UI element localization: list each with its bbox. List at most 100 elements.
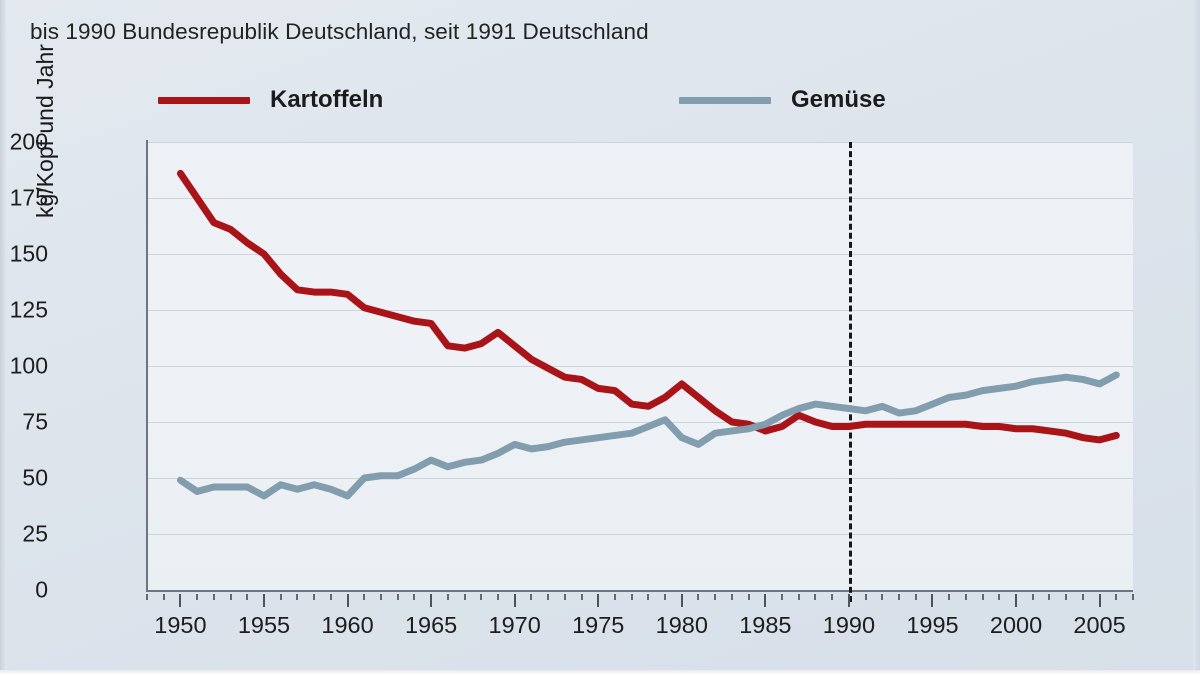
x-axis-minor-tick (229, 594, 232, 600)
y-tick-label: 0 (35, 576, 48, 603)
x-axis-minor-tick (964, 594, 967, 600)
legend-entry-kartoffeln[interactable]: Kartoffeln (158, 86, 383, 114)
x-tick-label: 1965 (404, 612, 458, 638)
x-axis-minor-tick (1065, 594, 1068, 600)
x-tick-label: 1980 (655, 612, 708, 638)
x-axis-major-tick (847, 594, 850, 607)
x-axis-line (147, 590, 1133, 592)
x-axis-major-tick (680, 594, 683, 607)
divider-line-1990 (848, 142, 852, 602)
x-axis-minor-tick (146, 594, 148, 600)
x-axis-major-tick (430, 594, 433, 607)
x-axis-minor-tick (480, 594, 483, 600)
x-axis-minor-tick (998, 594, 1001, 600)
x-axis-minor-tick (313, 594, 316, 600)
x-axis-minor-tick (396, 594, 399, 600)
x-axis-minor-tick (1115, 594, 1118, 600)
x-axis-minor-tick (363, 594, 366, 600)
x-axis-minor-tick (379, 594, 382, 600)
x-tick-label: 1960 (321, 612, 374, 638)
x-axis-minor-tick (296, 594, 299, 600)
x-axis-major-tick (764, 594, 767, 607)
y-tick-label: 25 (22, 520, 48, 547)
page-edge-right (1193, 0, 1200, 675)
legend-label: Kartoffeln (270, 86, 384, 113)
x-axis-major-tick (1098, 594, 1101, 607)
page-edge-bottom (0, 670, 1200, 675)
x-axis-minor-tick (747, 594, 750, 600)
chart-subtitle: bis 1990 Bundesrepublik Deutschland, sei… (30, 19, 649, 44)
x-axis-major-tick (346, 594, 349, 607)
y-tick-label: 100 (9, 352, 48, 379)
x-axis-major-tick (262, 594, 265, 607)
x-axis-minor-tick (329, 594, 332, 600)
x-axis-minor-tick (563, 594, 566, 600)
x-axis-minor-tick (212, 594, 215, 600)
x-axis-major-tick (597, 594, 600, 607)
y-tick-label: 50 (22, 464, 48, 491)
x-axis-minor-tick (463, 594, 466, 600)
y-tick-label: 200 (9, 128, 48, 155)
x-axis-minor-tick (647, 594, 650, 600)
x-axis-minor-tick (981, 594, 984, 600)
x-axis-minor-tick (630, 594, 633, 600)
x-axis-minor-tick (864, 594, 867, 600)
y-tick-label: 75 (22, 408, 48, 435)
gridline (147, 478, 1133, 479)
x-axis-minor-tick (547, 594, 550, 600)
x-axis-minor-tick (714, 594, 717, 600)
legend-label: Gemüse (791, 86, 886, 113)
x-axis-minor-tick (530, 594, 533, 600)
x-axis-minor-tick (831, 594, 834, 600)
y-tick-label: 125 (9, 296, 48, 323)
x-axis-minor-tick (881, 594, 884, 600)
x-axis-minor-tick (162, 594, 165, 600)
plot-area (147, 142, 1133, 590)
x-axis-minor-tick (580, 594, 583, 600)
y-axis-line (146, 140, 148, 592)
x-axis-minor-tick (196, 594, 199, 600)
x-tick-label: 1955 (237, 612, 291, 638)
line-swatch-icon (679, 96, 771, 104)
x-tick-label: 1970 (488, 612, 541, 638)
x-axis-minor-tick (413, 594, 416, 600)
x-axis-minor-tick (697, 594, 700, 600)
y-tick-label: 175 (9, 184, 48, 211)
gridline (147, 422, 1133, 423)
x-axis-minor-tick (496, 594, 499, 600)
x-axis-minor-tick (1031, 594, 1034, 600)
gridline (147, 310, 1133, 311)
legend-entry-gemse[interactable]: Gemüse (679, 86, 886, 114)
x-axis-minor-tick (814, 594, 817, 600)
x-axis-minor-tick (797, 594, 800, 600)
x-axis-minor-tick (898, 594, 901, 600)
x-axis-major-tick (513, 594, 516, 607)
line-swatch-icon (158, 96, 250, 104)
x-axis-minor-tick (914, 594, 917, 600)
gridline (147, 142, 1133, 143)
x-axis-minor-tick (781, 594, 784, 600)
x-axis-minor-tick (279, 594, 282, 600)
x-axis-minor-tick (246, 594, 249, 600)
gridline (147, 366, 1133, 367)
gridline (147, 534, 1133, 535)
x-tick-label: 2000 (989, 612, 1043, 638)
x-tick-label: 1975 (572, 612, 625, 638)
x-axis-major-tick (1015, 594, 1018, 607)
x-tick-label: 2005 (1073, 612, 1126, 638)
x-tick-label: 1990 (822, 612, 876, 638)
x-axis-major-tick (179, 594, 182, 607)
x-tick-label: 1950 (154, 612, 207, 638)
gridline (147, 254, 1133, 255)
x-axis-minor-tick (613, 594, 616, 600)
x-axis-minor-tick (1081, 594, 1084, 600)
x-axis-minor-tick (664, 594, 667, 600)
x-axis-major-tick (931, 594, 934, 607)
gridline (147, 198, 1133, 199)
x-tick-label: 1995 (906, 612, 959, 638)
x-axis-minor-tick (1048, 594, 1051, 600)
x-axis-minor-tick (1132, 594, 1134, 600)
x-axis-minor-tick (730, 594, 733, 600)
y-tick-label: 150 (9, 240, 48, 267)
x-axis-minor-tick (446, 594, 449, 600)
